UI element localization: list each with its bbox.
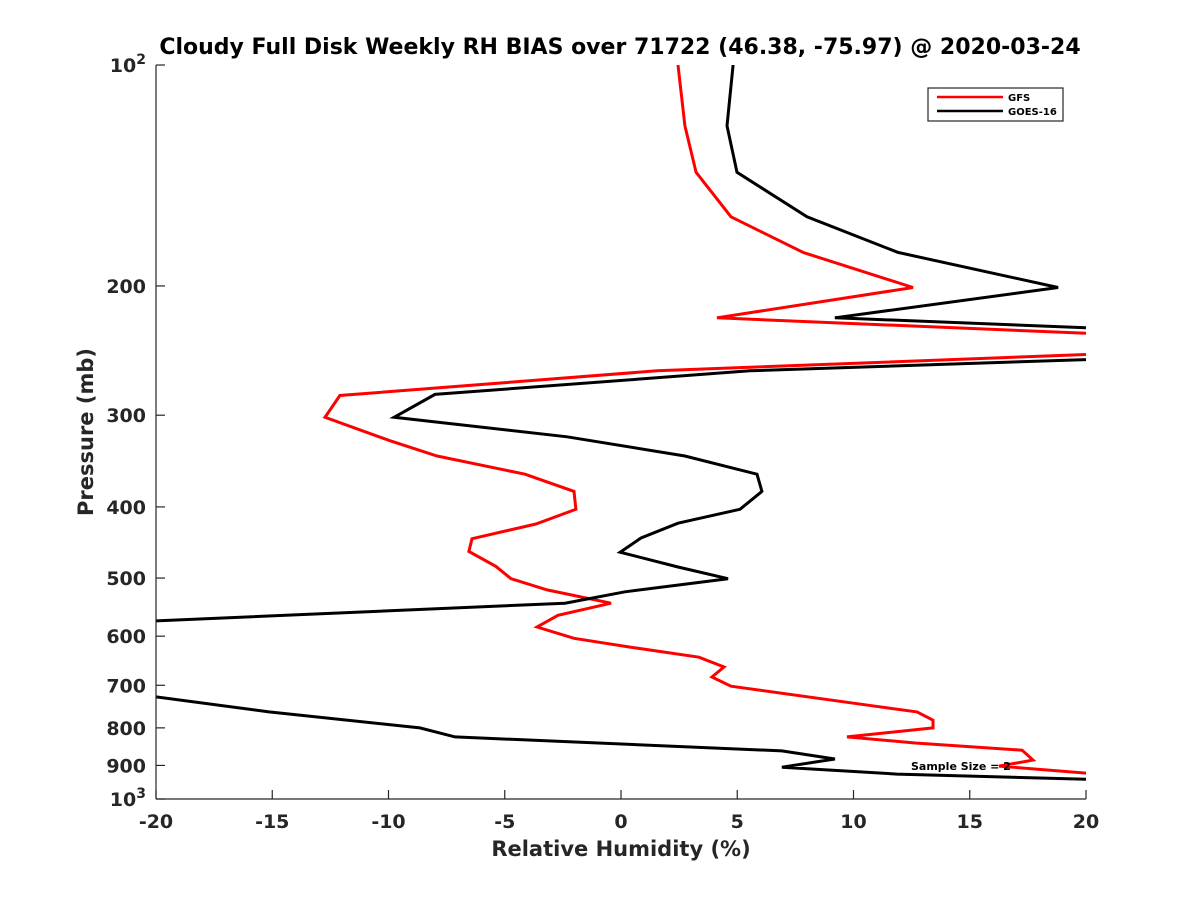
y-tick-label: 700 xyxy=(106,675,146,697)
legend: GFS GOES-16 xyxy=(927,87,1064,122)
x-tick-label: 20 xyxy=(1073,811,1099,833)
y-tick-label: 900 xyxy=(106,755,146,777)
sample-size-annotation: Sample Size = 2 xyxy=(911,760,1011,773)
legend-label-gfs: GFS xyxy=(1008,93,1030,104)
y-tick-label: 800 xyxy=(106,718,146,740)
x-tick-label: 0 xyxy=(614,811,627,833)
y-tick-label: 600 xyxy=(106,626,146,648)
series-line-gfs xyxy=(322,65,1086,775)
legend-label-goes16: GOES-16 xyxy=(1008,107,1057,118)
x-axis-label: Relative Humidity (%) xyxy=(491,837,750,861)
y-tick-label: 400 xyxy=(106,497,146,519)
legend-box xyxy=(927,87,1064,122)
series-line-goes-16 xyxy=(156,65,1086,781)
chart-title: Cloudy Full Disk Weekly RH BIAS over 717… xyxy=(159,35,1080,60)
y-tick-label: 200 xyxy=(106,276,146,298)
x-tick-label: 10 xyxy=(840,811,866,833)
x-tick-label: -5 xyxy=(494,811,515,833)
y-tick-label: 102 xyxy=(110,52,146,77)
y-tick-label: 103 xyxy=(110,786,146,811)
x-tick-label: -20 xyxy=(139,811,173,833)
y-tick-label: 300 xyxy=(106,405,146,427)
x-tick-label: 15 xyxy=(957,811,983,833)
x-tick-label: 5 xyxy=(731,811,744,833)
y-axis-label: Pressure (mb) xyxy=(74,348,98,516)
y-tick-label: 500 xyxy=(106,568,146,590)
plot-area: -20 -15 -10 -5 0 5 10 15 20 102 200 300 400 500 600 700… xyxy=(106,52,1099,833)
x-tick-label: -10 xyxy=(371,811,405,833)
x-tick-label: -15 xyxy=(255,811,289,833)
